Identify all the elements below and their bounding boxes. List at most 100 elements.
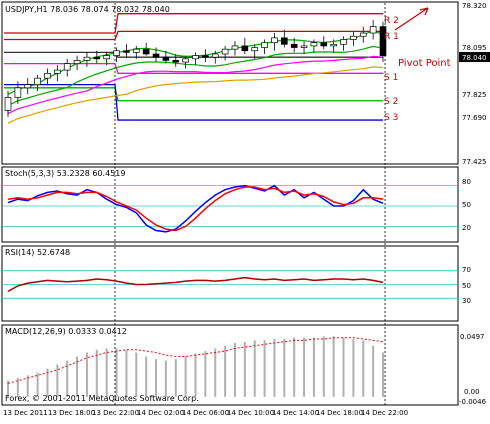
time-label: 14 Dec 06:00 [182, 409, 229, 417]
candle-body [123, 50, 130, 53]
stoch-tick: 50 [462, 201, 471, 209]
macd-histogram-bar [135, 352, 138, 397]
main-title: USDJPY,H1 78.036 78.074 78.032 78.040 [5, 5, 170, 14]
candle-body [350, 35, 357, 40]
candle-body [44, 72, 51, 79]
macd-pane[interactable] [1, 324, 459, 406]
candle-body [4, 97, 12, 111]
rsi-pane[interactable] [1, 245, 459, 322]
price-tick: 77.690 [462, 114, 487, 122]
candle-body [162, 56, 170, 61]
macd-histogram-bar [204, 351, 207, 397]
macd-histogram-bar [263, 340, 266, 397]
candle-body [113, 50, 120, 56]
macd-histogram-bar [174, 359, 177, 397]
candle-body [271, 37, 278, 44]
macd-histogram-bar [155, 359, 158, 397]
macd-histogram-bar [214, 348, 217, 397]
candle-body [211, 53, 219, 58]
macd-histogram-bar [26, 375, 29, 397]
rsi-tick: 50 [462, 282, 471, 290]
time-label: 14 Dec 10:00 [227, 409, 274, 417]
price-tick: 78.095 [462, 44, 487, 52]
pivot-level-line [4, 63, 383, 74]
candle-body [54, 69, 61, 74]
candle-body [310, 42, 318, 47]
level-label-s1: S 1 [384, 73, 398, 83]
time-label: 13 Dec 22:00 [92, 409, 139, 417]
trend-arrow-icon [394, 7, 429, 31]
macd-histogram-bar [16, 377, 19, 397]
time-label: 14 Dec 22:00 [361, 409, 408, 417]
macd-histogram-bar [184, 356, 187, 397]
candle-body [202, 55, 209, 58]
macd-tick: 0.00 [464, 388, 480, 396]
macd-histogram-bar [253, 340, 256, 397]
price-tick: 77.825 [462, 91, 487, 99]
macd-histogram-bar [243, 341, 246, 397]
candle-body [340, 39, 347, 45]
rsi-tick: 70 [462, 266, 471, 274]
macd-histogram-bar [164, 360, 167, 397]
time-label: 13 Dec 2011 [3, 409, 48, 417]
candle-body [281, 37, 288, 45]
candle-body [73, 60, 81, 65]
macd-histogram-bar [233, 343, 236, 397]
rsi-tick: 30 [462, 297, 471, 305]
level-label-s3: S 3 [384, 113, 398, 123]
candle-body [379, 26, 387, 56]
candle-body [290, 43, 298, 48]
macd-histogram-bar [46, 368, 49, 397]
macd-histogram-bar [56, 364, 59, 397]
macd-histogram-bar [224, 345, 227, 397]
level-label-pivot: Pivot Point [398, 58, 451, 69]
candle-body [24, 84, 32, 89]
time-label: 14 Dec 18:00 [316, 409, 363, 417]
macd-histogram-bar [125, 349, 128, 397]
pivot-level-line [4, 13, 383, 34]
copyright-text: Forex, © 2001-2011 MetaQuotes Software C… [5, 394, 199, 403]
macd-histogram-bar [342, 337, 345, 397]
macd-histogram-bar [322, 336, 325, 397]
candle-body [221, 48, 229, 55]
macd-histogram-bar [95, 349, 98, 397]
macd-histogram-bar [115, 348, 118, 397]
current-price-box [459, 52, 490, 62]
candle-body [63, 63, 71, 71]
macd-histogram-bar [76, 356, 79, 397]
macd-histogram-bar [145, 356, 148, 397]
macd-histogram-bar [283, 339, 286, 397]
candle-body [182, 58, 189, 63]
macd-tick: -0.0046 [459, 398, 487, 406]
indicator-series-line [7, 276, 384, 293]
macd-signal-line [7, 337, 384, 384]
level-label-r2: R 2 [384, 16, 399, 26]
macd-histogram-bar [293, 337, 296, 397]
level-label-r1: R 1 [384, 32, 399, 42]
price-tick: 77.425 [462, 158, 487, 166]
indicator-series-line [7, 186, 384, 232]
macd-histogram-bar [66, 360, 69, 397]
candle-body [251, 47, 259, 52]
macd-histogram-bar [273, 339, 276, 397]
macd-histogram-bar [382, 352, 384, 397]
candle-body [261, 42, 268, 48]
candle-body [369, 26, 377, 34]
candle-body [103, 55, 110, 60]
macd-histogram-bar [312, 337, 315, 397]
macd-histogram-bar [352, 339, 355, 397]
pivot-level-line [4, 83, 383, 121]
current-price-label: 78.040 [462, 54, 487, 62]
macd-histogram-bar [372, 345, 375, 397]
macd-histogram-bar [303, 337, 306, 397]
candle-body [320, 42, 328, 47]
main-pane[interactable] [1, 1, 459, 165]
pivot-level-line [4, 30, 383, 41]
stoch-pane[interactable] [1, 166, 459, 243]
stoch-title: Stoch(5,3,3) 53.2328 60.4519 [5, 169, 125, 178]
candle-body [152, 53, 160, 58]
candle-body [231, 45, 239, 50]
macd-histogram-bar [7, 380, 9, 397]
